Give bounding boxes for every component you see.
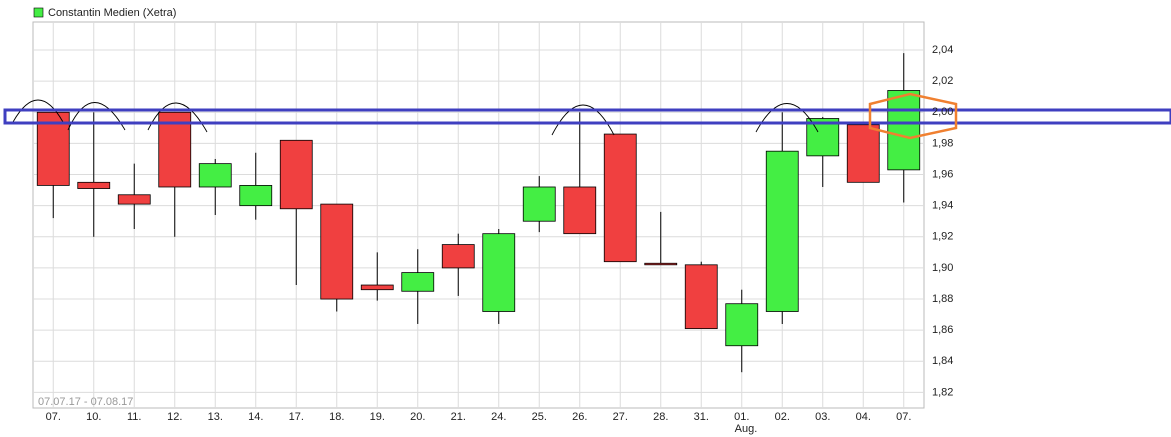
y-tick-label: 2,04 xyxy=(932,44,953,56)
x-tick-label: 14. xyxy=(248,411,263,423)
candle-body xyxy=(846,124,880,183)
x-tick-label: 24. xyxy=(491,411,506,423)
candle-body xyxy=(765,150,799,312)
candle-body xyxy=(603,133,637,263)
y-tick-label: 1,88 xyxy=(932,293,953,305)
x-tick-label: 11. xyxy=(127,411,141,423)
candle-body xyxy=(158,111,192,188)
legend-swatch xyxy=(33,7,44,18)
candle-body xyxy=(644,262,678,266)
candle-body xyxy=(77,181,111,189)
candle-body xyxy=(360,284,394,291)
y-tick-label: 1,98 xyxy=(932,137,953,149)
candle-body xyxy=(198,163,232,188)
y-tick-label: 1,96 xyxy=(932,168,953,180)
candle-body xyxy=(887,90,921,171)
y-tick-label: 1,90 xyxy=(932,262,953,274)
x-tick-label: 19. xyxy=(370,411,385,423)
x-tick-label: 02. xyxy=(775,411,790,423)
candle-body xyxy=(401,272,435,292)
y-tick-label: 1,84 xyxy=(932,355,953,367)
candles xyxy=(36,53,921,373)
highlight-hexagon xyxy=(868,92,958,140)
x-tick-label: 01. xyxy=(734,411,749,423)
arc-annotation xyxy=(12,99,819,136)
y-tick-label: 1,94 xyxy=(932,200,953,212)
y-tick-label: 1,92 xyxy=(932,231,953,243)
x-tick-label: 31. xyxy=(694,411,709,423)
candle-body xyxy=(684,264,718,330)
x-tick-label: 26. xyxy=(572,411,587,423)
x-tick-label: 07. xyxy=(896,411,911,423)
date-range: 07.07.17 - 07.08.17 xyxy=(38,396,133,408)
resistance-band xyxy=(3,108,1171,125)
candle-body xyxy=(522,186,556,222)
candle-body xyxy=(117,194,151,205)
month-label: Aug. xyxy=(735,423,758,435)
x-tick-label: 28. xyxy=(653,411,668,423)
candle-body xyxy=(441,244,475,269)
candle-body xyxy=(806,118,840,157)
candle-body xyxy=(563,186,597,235)
x-tick-label: 04. xyxy=(856,411,871,423)
candle-body xyxy=(239,185,273,207)
candle-body xyxy=(482,233,516,312)
x-tick-label: 21. xyxy=(451,411,466,423)
y-tick-label: 1,86 xyxy=(932,324,953,336)
x-tick-label: 07. xyxy=(46,411,61,423)
x-tick-label: 27. xyxy=(613,411,628,423)
x-tick-label: 12. xyxy=(167,411,182,423)
y-tick-label: 1,82 xyxy=(932,386,953,398)
candle-body xyxy=(279,139,313,210)
x-tick-label: 20. xyxy=(410,411,425,423)
candle-body xyxy=(725,303,759,347)
x-tick-label: 10. xyxy=(86,411,101,423)
legend-label: Constantin Medien (Xetra) xyxy=(48,7,176,19)
x-tick-label: 25. xyxy=(532,411,547,423)
y-tick-label: 2,02 xyxy=(932,75,953,87)
x-tick-label: 18. xyxy=(329,411,344,423)
x-tick-label: 17. xyxy=(289,411,304,423)
x-tick-label: 03. xyxy=(815,411,830,423)
x-tick-label: 13. xyxy=(208,411,223,423)
annotations xyxy=(3,92,1171,140)
candle-body xyxy=(320,203,354,300)
y-tick-label: 2,00 xyxy=(932,106,953,118)
